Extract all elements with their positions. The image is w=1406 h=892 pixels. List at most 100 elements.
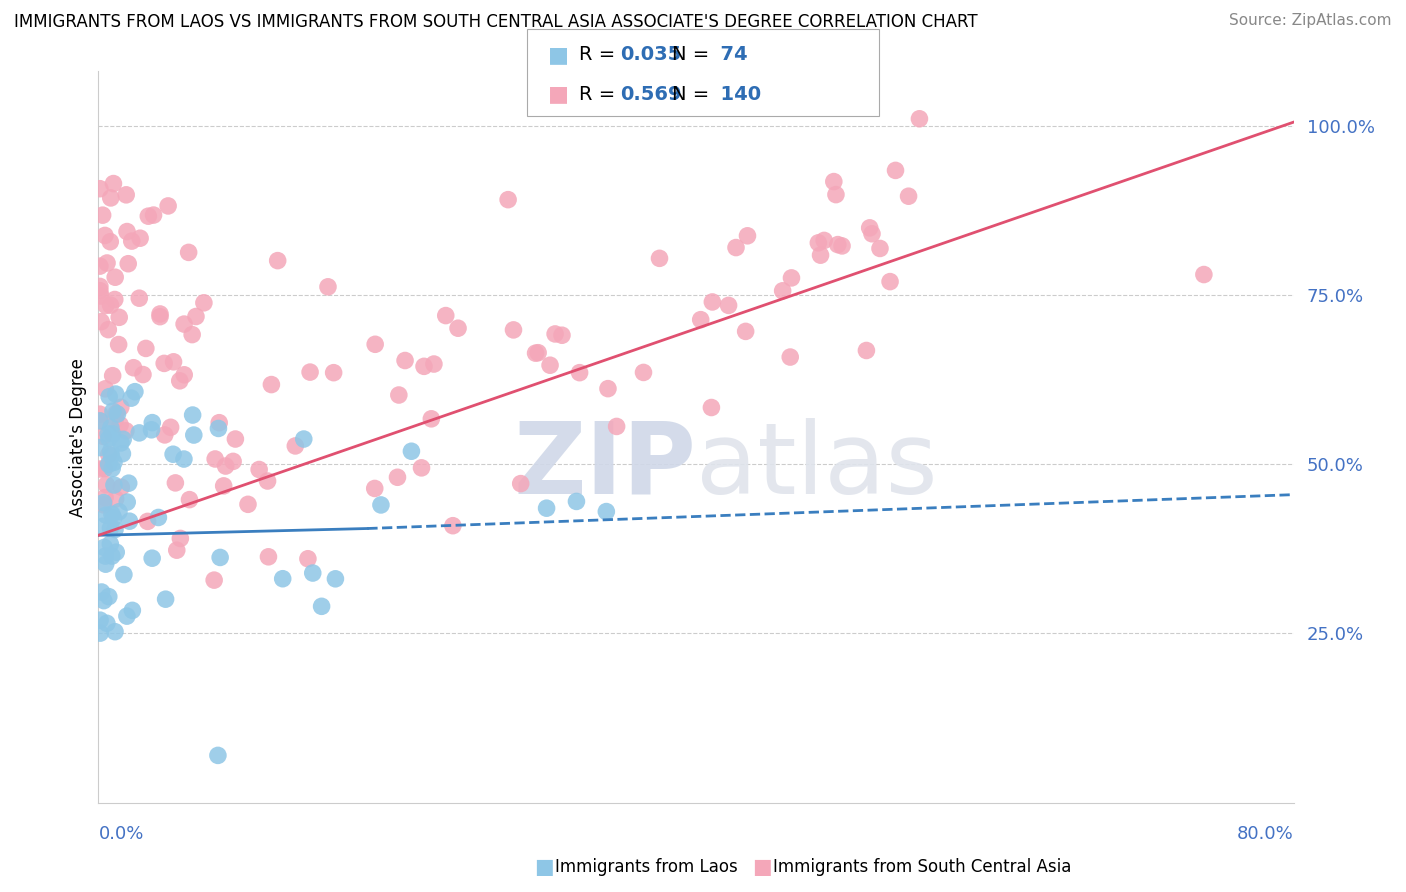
Point [149,310,172,324]
Text: N =: N = [672,85,716,103]
Point [724,241,747,255]
Point [322,366,344,380]
Point [94,557,117,571]
Point [388,388,411,402]
Point [177,245,200,260]
Point [89,414,111,428]
Point [734,325,756,339]
Point [132,368,155,382]
Point [1192,268,1215,282]
Point [89,182,111,196]
Point [111,447,134,461]
Point [96,256,118,270]
Point [855,343,877,358]
Point [780,271,803,285]
Text: ■: ■ [548,45,569,65]
Point [89,279,111,293]
Text: 74: 74 [707,45,748,64]
Point [284,439,307,453]
Point [496,193,519,207]
Point [94,228,117,243]
Point [568,366,591,380]
Point [101,368,124,383]
Point [93,541,115,555]
Point [420,412,443,426]
Point [825,187,848,202]
Point [122,360,145,375]
Point [222,454,245,468]
Text: ■: ■ [752,857,772,877]
Point [108,310,131,325]
Point [89,441,111,455]
Point [700,401,723,415]
Point [236,497,259,511]
Point [104,491,127,506]
Point [779,350,801,364]
Point [166,543,188,558]
Point [115,187,138,202]
Point [128,425,150,440]
Point [169,532,191,546]
Point [91,429,114,443]
Point [179,492,201,507]
Point [173,368,195,382]
Point [181,327,204,342]
Point [112,432,135,446]
Point [110,401,132,415]
Point [827,237,849,252]
Point [141,416,163,430]
Point [96,616,118,631]
Point [97,432,120,446]
Point [97,458,120,472]
Point [169,374,191,388]
Point [89,462,111,476]
Point [447,321,470,335]
Point [527,345,550,359]
Point [115,225,138,239]
Point [202,573,225,587]
Point [120,391,142,405]
Point [441,518,464,533]
Point [89,626,111,640]
Point [103,455,125,469]
Point [224,432,246,446]
Point [165,475,187,490]
Point [91,519,114,533]
Point [183,428,205,442]
Text: Immigrants from South Central Asia: Immigrants from South Central Asia [773,858,1071,876]
Point [129,231,152,245]
Point [112,567,135,582]
Point [260,377,283,392]
Point [173,452,195,467]
Point [596,382,619,396]
Point [94,549,117,563]
Point [434,309,457,323]
Point [208,416,231,430]
Point [271,572,294,586]
Text: N =: N = [672,45,716,64]
Point [204,452,226,467]
Point [297,551,319,566]
Point [115,424,138,438]
Point [411,461,433,475]
Point [97,323,120,337]
Point [104,293,127,307]
Point [212,479,235,493]
Point [105,406,128,420]
Point [364,482,387,496]
Point [93,461,115,475]
Point [292,432,315,446]
Point [97,590,120,604]
Point [104,413,127,427]
Point [247,462,270,476]
Point [325,572,347,586]
Point [89,414,111,428]
Point [104,270,127,285]
Point [551,328,574,343]
Y-axis label: Associate's Degree: Associate's Degree [69,358,87,516]
Point [413,359,436,374]
Point [897,189,920,203]
Point [184,310,207,324]
Text: IMMIGRANTS FROM LAOS VS IMMIGRANTS FROM SOUTH CENTRAL ASIA ASSOCIATE'S DEGREE CO: IMMIGRANTS FROM LAOS VS IMMIGRANTS FROM … [14,13,977,31]
Point [149,307,172,321]
